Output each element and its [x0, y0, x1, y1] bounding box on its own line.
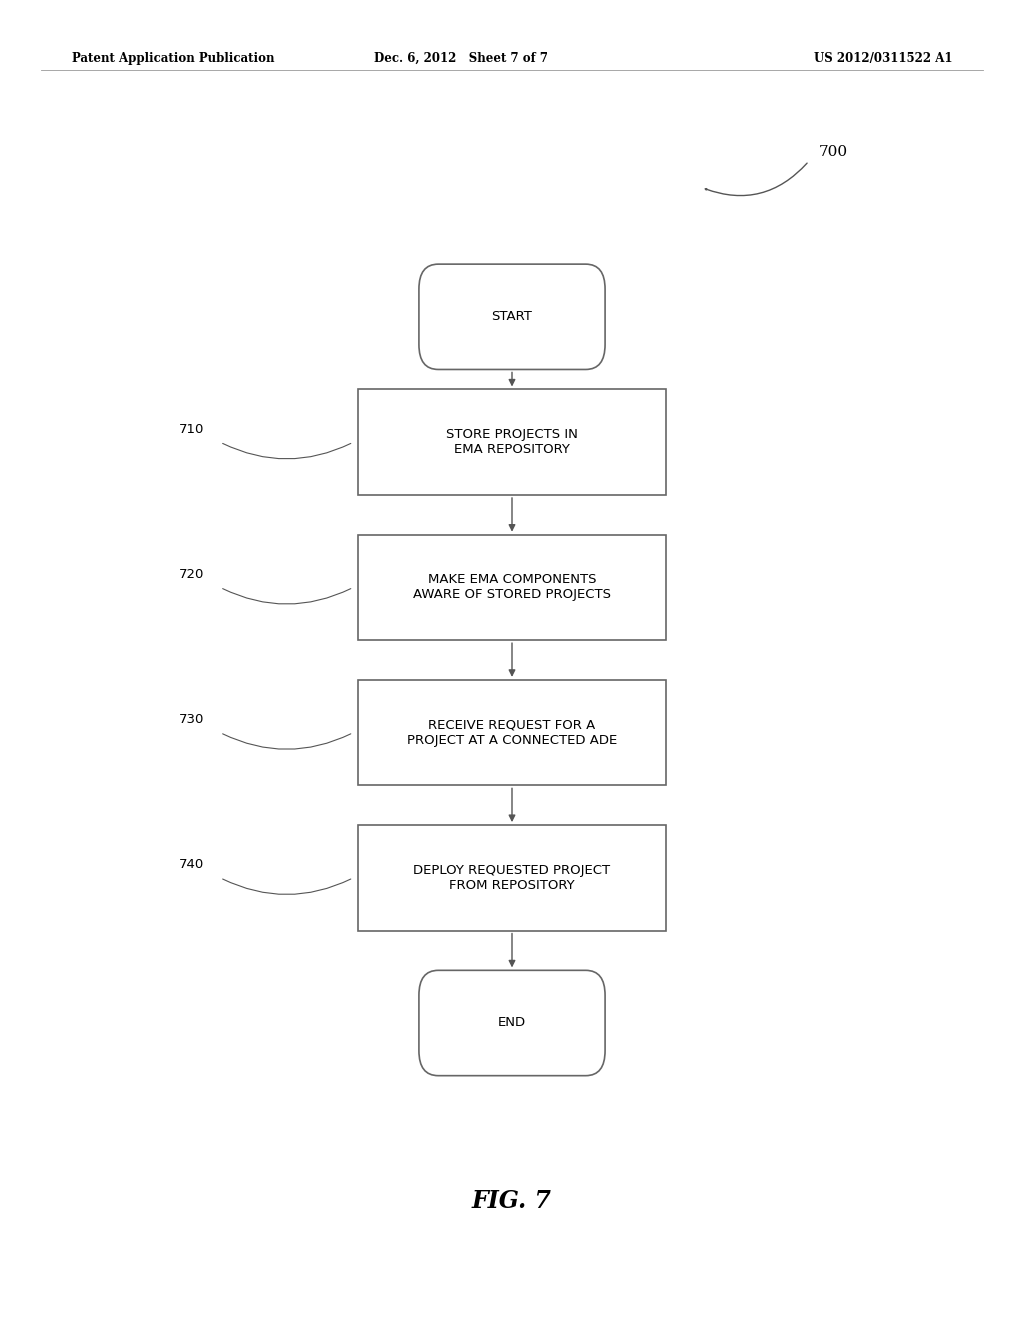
Text: 740: 740 — [179, 858, 205, 871]
FancyBboxPatch shape — [419, 970, 605, 1076]
FancyArrowPatch shape — [509, 643, 515, 676]
FancyArrowPatch shape — [222, 879, 351, 895]
FancyArrowPatch shape — [509, 933, 515, 966]
Text: Patent Application Publication: Patent Application Publication — [72, 51, 274, 65]
Text: 700: 700 — [819, 145, 848, 158]
Bar — [358, 389, 666, 495]
Text: US 2012/0311522 A1: US 2012/0311522 A1 — [814, 51, 952, 65]
Text: 710: 710 — [179, 422, 205, 436]
FancyBboxPatch shape — [419, 264, 605, 370]
Text: RECEIVE REQUEST FOR A
PROJECT AT A CONNECTED ADE: RECEIVE REQUEST FOR A PROJECT AT A CONNE… — [407, 718, 617, 747]
Text: STORE PROJECTS IN
EMA REPOSITORY: STORE PROJECTS IN EMA REPOSITORY — [446, 428, 578, 457]
FancyArrowPatch shape — [706, 164, 807, 195]
Bar — [358, 680, 666, 785]
FancyArrowPatch shape — [509, 372, 515, 385]
Text: 720: 720 — [179, 568, 205, 581]
FancyArrowPatch shape — [509, 498, 515, 531]
Text: MAKE EMA COMPONENTS
AWARE OF STORED PROJECTS: MAKE EMA COMPONENTS AWARE OF STORED PROJ… — [413, 573, 611, 602]
Text: END: END — [498, 1016, 526, 1030]
Text: START: START — [492, 310, 532, 323]
Text: FIG. 7: FIG. 7 — [472, 1189, 552, 1213]
Bar — [358, 535, 666, 640]
FancyArrowPatch shape — [222, 589, 351, 605]
FancyArrowPatch shape — [222, 734, 351, 750]
Text: 730: 730 — [179, 713, 205, 726]
Text: Dec. 6, 2012   Sheet 7 of 7: Dec. 6, 2012 Sheet 7 of 7 — [374, 51, 548, 65]
FancyArrowPatch shape — [509, 788, 515, 821]
FancyArrowPatch shape — [222, 444, 351, 459]
Text: DEPLOY REQUESTED PROJECT
FROM REPOSITORY: DEPLOY REQUESTED PROJECT FROM REPOSITORY — [414, 863, 610, 892]
Bar — [358, 825, 666, 931]
